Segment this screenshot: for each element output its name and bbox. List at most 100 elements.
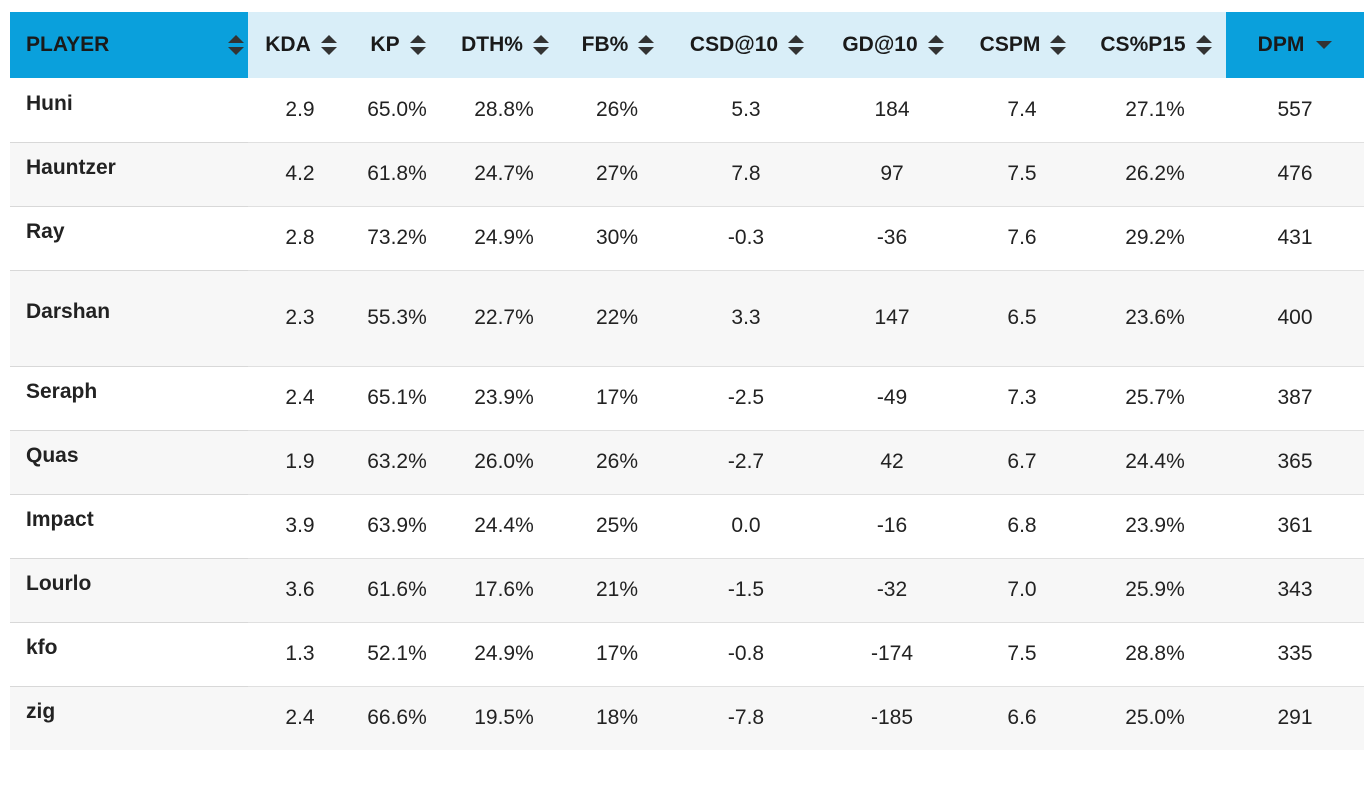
stat-cell: 25.7% [1084,365,1226,430]
stat-cell: 26.2% [1084,141,1226,206]
column-header-label: DPM [1257,33,1305,56]
column-header-label: CSPM [979,33,1041,56]
stat-cell: 291 [1226,685,1364,750]
table-row: Lourlo 3.6 61.6% 17.6% 21% -1.5 -32 7.0 25.9% 343 [10,557,1364,622]
column-header-csd10[interactable]: CSD@10 [668,12,824,78]
sort-both-icon[interactable] [532,35,549,55]
sort-both-icon[interactable] [1195,35,1212,55]
stat-cell: 55.3% [352,269,442,366]
stat-cell: 26.0% [442,429,566,494]
stat-cell: -1.5 [668,557,824,622]
stat-cell: 27% [566,141,668,206]
stat-cell: 400 [1226,269,1364,366]
table-row: Seraph 2.4 65.1% 23.9% 17% -2.5 -49 7.3 25.7% 387 [10,365,1364,430]
stat-cell: 335 [1226,621,1364,686]
column-header-kda[interactable]: KDA [248,12,352,78]
stat-cell: -0.3 [668,205,824,270]
column-header-dth[interactable]: DTH% [442,12,566,78]
stat-cell: -16 [824,493,960,558]
stat-cell: 1.9 [248,429,352,494]
stat-cell: 2.4 [248,365,352,430]
player-name: Quas [26,444,79,467]
player-name: Seraph [26,380,98,403]
stat-cell: 24.4% [1084,429,1226,494]
stat-cell: 21% [566,557,668,622]
column-header-fb[interactable]: FB% [566,12,668,78]
sort-both-icon[interactable] [409,35,426,55]
column-header-label: KDA [265,33,311,56]
stat-cell: 17% [566,621,668,686]
stat-cell: 52.1% [352,621,442,686]
stat-cell: 361 [1226,493,1364,558]
stat-cell: 24.9% [442,621,566,686]
column-header-label: PLAYER [26,33,110,56]
player-name-cell: Seraph [10,365,248,430]
column-header-label: FB% [581,33,629,56]
column-header-label: CSD@10 [689,33,779,56]
stat-cell: 30% [566,205,668,270]
column-header-player[interactable]: PLAYER [10,12,248,78]
stat-cell: 27.1% [1084,78,1226,142]
table-row: Ray 2.8 73.2% 24.9% 30% -0.3 -36 7.6 29.2% 431 [10,205,1364,270]
sort-both-icon[interactable] [638,35,655,55]
stat-cell: 365 [1226,429,1364,494]
stat-cell: 23.9% [442,365,566,430]
player-name: Hauntzer [26,156,116,179]
player-name: Huni [26,91,73,115]
stat-cell: 66.6% [352,685,442,750]
stat-cell: -174 [824,621,960,686]
stat-cell: 24.7% [442,141,566,206]
player-name-cell: Darshan [10,269,248,366]
stat-cell: 73.2% [352,205,442,270]
sort-both-icon[interactable] [320,35,337,55]
stat-cell: 184 [824,78,960,142]
stat-cell: 63.2% [352,429,442,494]
player-name: Ray [26,220,65,243]
column-header-csp15[interactable]: CS%P15 [1084,12,1226,78]
stat-cell: 25% [566,493,668,558]
stat-cell: 26% [566,429,668,494]
table-row: Impact 3.9 63.9% 24.4% 25% 0.0 -16 6.8 23.9% 361 [10,493,1364,558]
column-header-gd10[interactable]: GD@10 [824,12,960,78]
stat-cell: 24.4% [442,493,566,558]
stat-cell: 431 [1226,205,1364,270]
column-header-kp[interactable]: KP [352,12,442,78]
sort-both-icon[interactable] [927,35,944,55]
stat-cell: 6.7 [960,429,1084,494]
table-row: kfo 1.3 52.1% 24.9% 17% -0.8 -174 7.5 28.8% 335 [10,621,1364,686]
stat-cell: -32 [824,557,960,622]
player-name-cell: Ray [10,205,248,270]
stat-cell: 22% [566,269,668,366]
player-name: Impact [26,508,94,531]
stat-cell: 2.9 [248,78,352,142]
stat-cell: 6.8 [960,493,1084,558]
stat-cell: -36 [824,205,960,270]
stat-cell: 6.5 [960,269,1084,366]
table-row: zig 2.4 66.6% 19.5% 18% -7.8 -185 6.6 25.0% 291 [10,685,1364,750]
sort-both-icon[interactable] [228,35,244,55]
stat-cell: -7.8 [668,685,824,750]
stat-cell: 23.9% [1084,493,1226,558]
stat-cell: 4.2 [248,141,352,206]
sort-both-icon[interactable] [788,35,805,55]
stat-cell: 23.6% [1084,269,1226,366]
stat-cell: 2.3 [248,269,352,366]
column-header-cspm[interactable]: CSPM [960,12,1084,78]
stat-cell: 5.3 [668,78,824,142]
stat-cell: 17.6% [442,557,566,622]
stat-cell: -2.7 [668,429,824,494]
player-name-cell: Impact [10,493,248,558]
stat-cell: 28.8% [442,78,566,142]
stat-cell: 343 [1226,557,1364,622]
stat-cell: 2.8 [248,205,352,270]
stat-cell: 2.4 [248,685,352,750]
stat-cell: 24.9% [442,205,566,270]
sort-both-icon[interactable] [1050,35,1067,55]
column-header-dpm[interactable]: DPM [1226,12,1364,78]
stat-cell: 6.6 [960,685,1084,750]
sort-desc-icon[interactable] [1316,41,1333,49]
player-name-cell: kfo [10,621,248,686]
stat-cell: 7.5 [960,621,1084,686]
table-row: Darshan 2.3 55.3% 22.7% 22% 3.3 147 6.5 23.6% 400 [10,269,1364,366]
stat-cell: 147 [824,269,960,366]
